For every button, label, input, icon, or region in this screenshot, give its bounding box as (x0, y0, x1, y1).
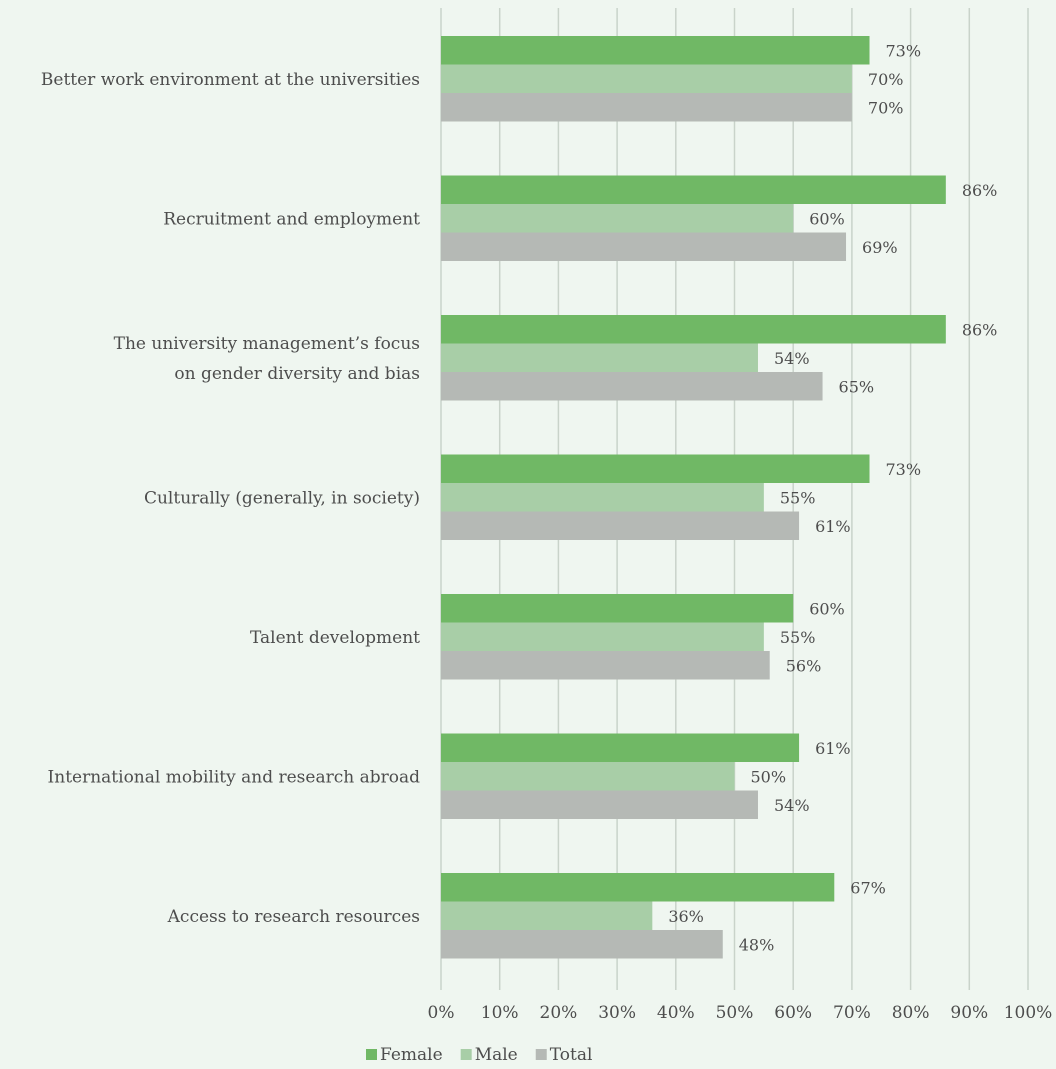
data-label: 73% (886, 41, 922, 60)
data-label: 67% (850, 878, 886, 897)
bar-total (441, 93, 852, 122)
x-tick-label: 70% (833, 1003, 871, 1023)
legend-swatch-total (535, 1049, 547, 1060)
data-label: 48% (739, 935, 775, 954)
data-label: 60% (809, 209, 845, 228)
data-label: 86% (962, 181, 998, 200)
bar-total (441, 232, 847, 261)
bar-female (441, 36, 870, 65)
data-label: 65% (839, 377, 875, 396)
data-label: 73% (886, 460, 922, 479)
bar-total (441, 651, 770, 680)
legend-label-total: Total (550, 1045, 593, 1065)
bar-total (441, 790, 758, 819)
data-label: 55% (780, 488, 816, 507)
bar-female (441, 315, 946, 344)
legend: Female Male Total (366, 1045, 592, 1065)
x-tick-label: 20% (540, 1003, 578, 1023)
data-label: 56% (786, 656, 822, 675)
x-tick-label: 50% (716, 1003, 754, 1023)
category-label: Better work environment at the universit… (41, 70, 420, 90)
data-label: 69% (862, 238, 898, 257)
category-label: International mobility and research abro… (48, 767, 421, 787)
legend-label-female: Female (380, 1045, 443, 1065)
data-label: 70% (868, 70, 904, 89)
x-tick-label: 30% (598, 1003, 636, 1023)
bar-male (441, 622, 764, 651)
bar-male (441, 204, 794, 233)
data-label: 70% (868, 98, 904, 117)
bar-female (441, 873, 835, 902)
x-axis-tick-labels: 0% 10% 20% 30% 40% 50% 60% 70% 80% 90% 100% (428, 1003, 1053, 1023)
category-label: Recruitment and employment (163, 209, 420, 229)
x-tick-label: 90% (950, 1003, 988, 1023)
bar-total (441, 372, 823, 401)
bars (441, 36, 946, 959)
bar-male (441, 483, 764, 512)
bar-female (441, 594, 794, 623)
x-tick-label: 10% (481, 1003, 519, 1023)
bar-male (441, 343, 758, 372)
x-tick-label: 80% (892, 1003, 930, 1023)
data-label: 61% (815, 517, 851, 536)
legend-swatch-female (366, 1049, 377, 1060)
category-labels: Better work environment at the universit… (41, 70, 420, 927)
bar-total (441, 930, 723, 959)
category-label: Access to research resources (167, 907, 420, 927)
data-labels: 73% 70% 70% 86% 60% 69% 86% 54% 65% 73% 55% 61% 60% 5… (668, 41, 997, 954)
bar-male (441, 64, 852, 93)
bar-male (441, 762, 735, 791)
data-label: 55% (780, 628, 816, 647)
data-label: 60% (809, 599, 845, 618)
data-label: 36% (668, 907, 704, 926)
data-label: 61% (815, 739, 851, 758)
bar-male (441, 901, 653, 930)
bar-female (441, 733, 800, 762)
bar-total (441, 511, 800, 540)
x-tick-label: 0% (428, 1003, 455, 1023)
bar-female (441, 454, 870, 483)
x-tick-label: 60% (774, 1003, 812, 1023)
data-label: 86% (962, 320, 998, 339)
category-label: Culturally (generally, in society) (144, 488, 420, 508)
legend-swatch-male (460, 1049, 472, 1060)
x-tick-label: 40% (657, 1003, 695, 1023)
data-label: 54% (774, 349, 810, 368)
category-label: The university management’s focus on gend… (114, 334, 420, 384)
data-label: 50% (751, 767, 787, 786)
x-tick-label: 100% (1004, 1003, 1053, 1023)
data-label: 54% (774, 796, 810, 815)
legend-label-male: Male (475, 1045, 518, 1065)
category-label: Talent development (250, 628, 420, 648)
bar-female (441, 175, 946, 204)
